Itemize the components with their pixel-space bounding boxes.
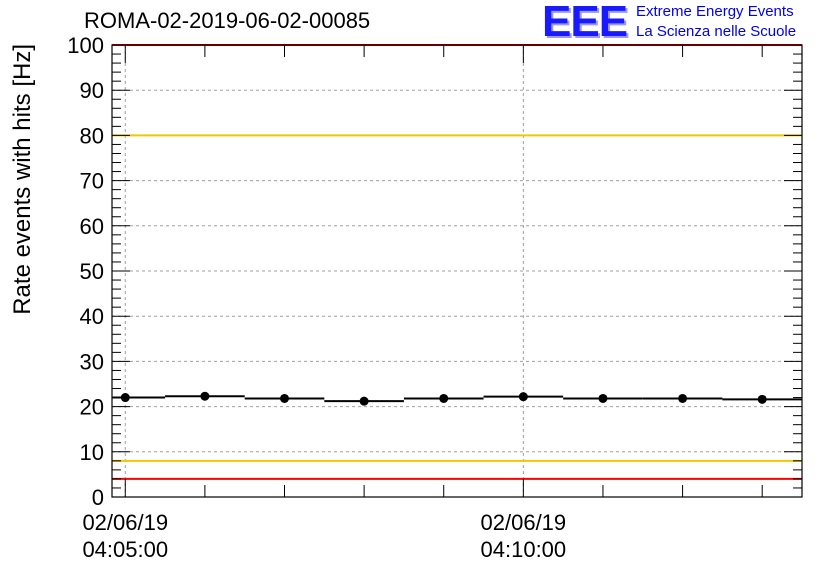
y-tick-label: 70 [80, 169, 104, 194]
x-tick-label-time: 04:05:00 [82, 537, 168, 562]
x-tick-label-date: 02/06/19 [82, 510, 168, 535]
chart-title: ROMA-02-2019-06-02-00085 [84, 8, 371, 33]
y-tick-label: 20 [80, 395, 104, 420]
eee-logo-letters: EEE [542, 2, 627, 42]
y-tick-label: 10 [80, 440, 104, 465]
logo-line-1: Extreme Energy Events [636, 3, 794, 20]
y-tick-label: 0 [92, 485, 104, 510]
x-tick-label-time: 04:10:00 [481, 537, 567, 562]
y-tick-label: 40 [80, 304, 104, 329]
y-tick-label: 90 [80, 78, 104, 103]
y-tick-label: 50 [80, 259, 104, 284]
y-tick-label: 80 [80, 123, 104, 148]
logo-line-2: La Scienza nelle Scuole [636, 23, 797, 40]
data-point [439, 393, 449, 403]
data-point [120, 393, 130, 403]
data-point [598, 393, 608, 403]
data-point [359, 396, 369, 406]
eee-logo-icon: EEE EEE [542, 2, 630, 42]
data-point [678, 393, 688, 403]
y-tick-label: 100 [67, 33, 104, 58]
x-tick-label-date: 02/06/19 [481, 510, 567, 535]
y-axis-title: Rate events with hits [Hz] [9, 44, 36, 315]
svg-text:EEE: EEE [544, 2, 629, 42]
y-tick-label: 30 [80, 349, 104, 374]
data-point [280, 393, 289, 403]
y-tick-label: 60 [80, 214, 104, 239]
data-point [200, 391, 210, 401]
data-point [518, 392, 528, 402]
data-point [757, 394, 767, 404]
